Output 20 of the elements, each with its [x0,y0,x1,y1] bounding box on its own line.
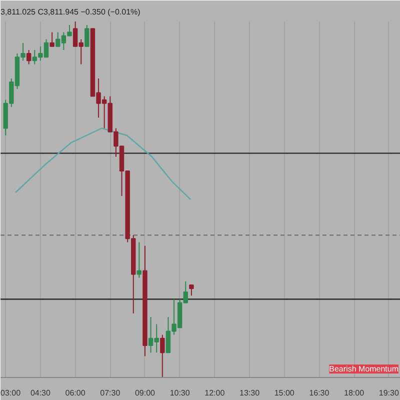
x-tick-label: 09:00 [134,388,156,398]
x-tick-label: 06:00 [65,388,86,398]
x-tick-label: 16:30 [309,388,330,398]
candlestick [136,242,142,278]
x-tick-label: 10:30 [170,388,190,398]
x-tick-label: 15:00 [274,388,295,398]
annotation: Bearish Momentum [329,364,399,374]
x-tick-label: 03:00 [0,388,22,398]
candlestick [189,284,194,296]
text: 3,811.025 C3,811.945 −0.350 (−0.01%) [0,8,141,16]
candlestick [160,334,165,378]
x-tick-label: 19:30 [378,388,400,398]
candlestick [26,49,32,65]
x-tick-label: 07:30 [100,388,121,398]
candlestick [84,24,90,47]
x-tick-label: 13:30 [240,388,260,398]
x-tick-label: 12:00 [204,388,226,398]
x-tick-label: 04:30 [30,388,52,398]
candlestick [50,32,54,47]
x-tick-label: 18:00 [344,388,365,398]
